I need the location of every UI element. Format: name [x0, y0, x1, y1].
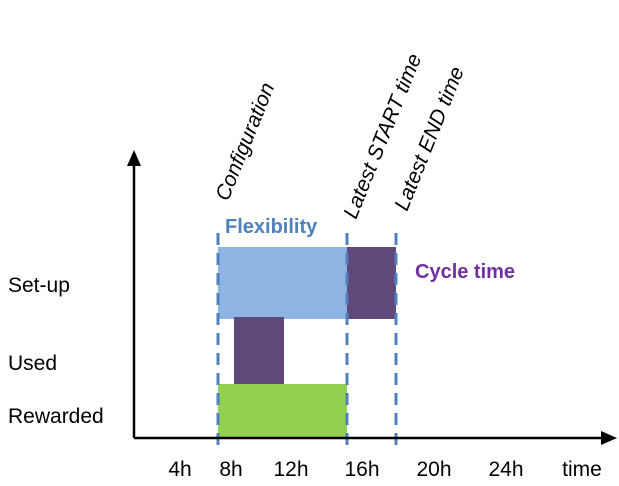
tick-label-4h: 4h	[168, 458, 191, 481]
x-axis-arrowhead	[601, 431, 617, 445]
setup-cycle-time-bar	[347, 247, 396, 319]
rewarded-bar	[218, 384, 347, 438]
y-axis-arrowhead	[127, 150, 141, 166]
tick-label-20h: 20h	[416, 458, 451, 481]
marker-label-configuration: Configuration	[211, 79, 279, 203]
row-label-used: Used	[8, 352, 57, 375]
setup-flexibility-bar	[218, 247, 347, 319]
row-label-rewarded: Rewarded	[8, 405, 104, 428]
tick-label-24h: 24h	[488, 458, 523, 481]
flexibility-label: Flexibility	[225, 216, 318, 238]
x-axis-label: time	[562, 458, 602, 481]
tick-label-16h: 16h	[344, 458, 379, 481]
row-label-setup: Set-up	[8, 274, 70, 297]
tick-label-8h: 8h	[219, 458, 242, 481]
cycle-time-label: Cycle time	[415, 261, 515, 283]
used-bar	[234, 317, 284, 385]
tick-label-12h: 12h	[273, 458, 308, 481]
